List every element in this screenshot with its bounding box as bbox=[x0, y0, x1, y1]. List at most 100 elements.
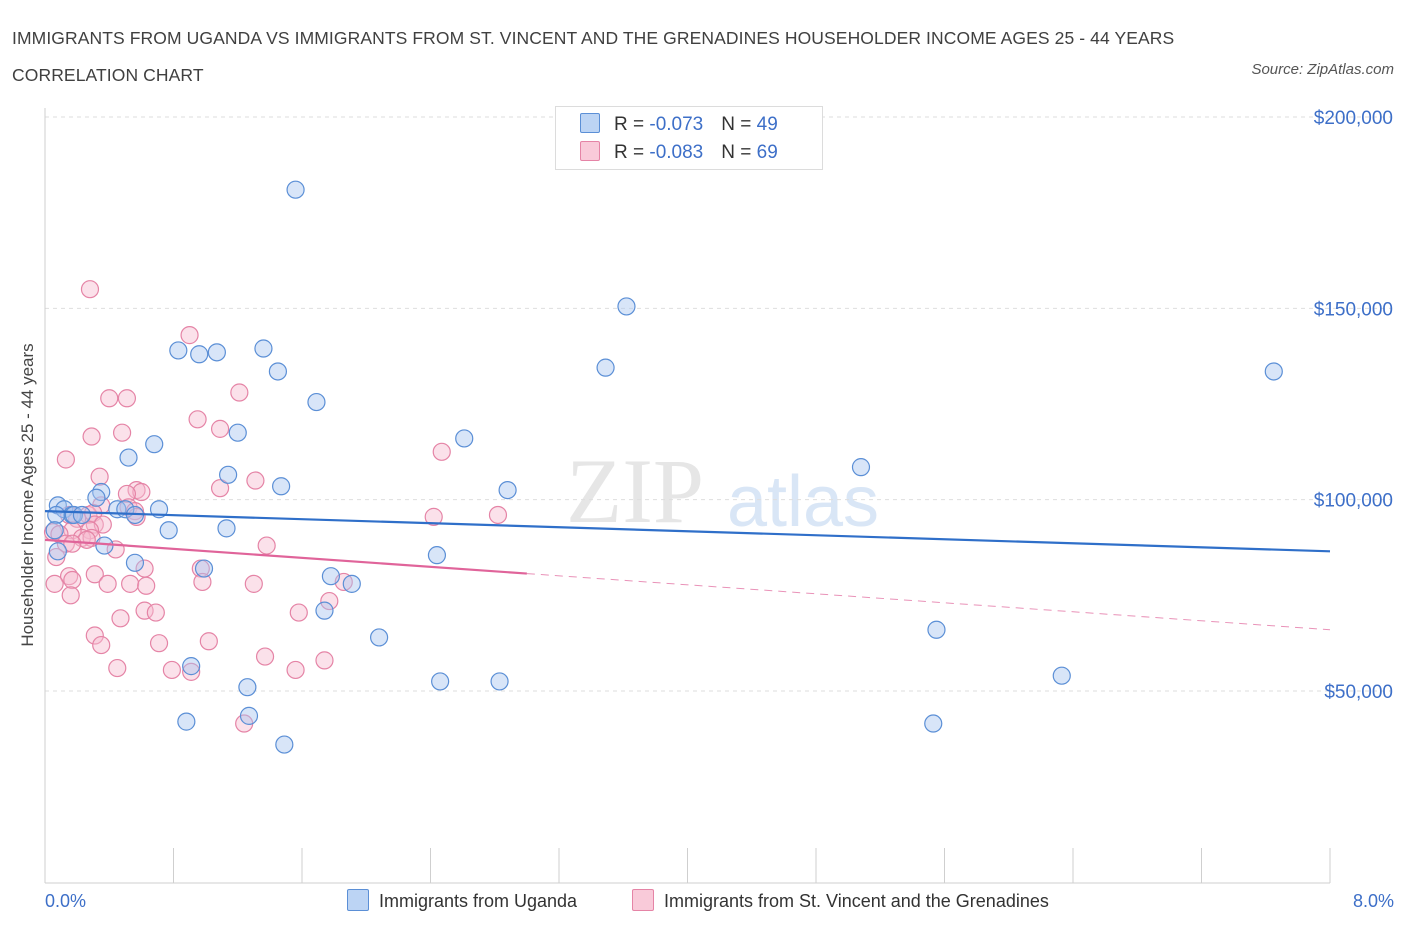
uganda-point bbox=[87, 488, 106, 507]
st-vincent-point bbox=[135, 601, 154, 620]
uganda-point bbox=[498, 481, 517, 500]
st-vincent-point bbox=[85, 626, 104, 645]
st-vincent-point bbox=[85, 565, 104, 584]
uganda-point bbox=[125, 553, 145, 572]
st-vincent-point bbox=[244, 574, 263, 593]
uganda-point bbox=[321, 567, 341, 586]
uganda-point bbox=[207, 343, 226, 362]
uganda-point bbox=[268, 362, 288, 381]
uganda-point bbox=[217, 519, 236, 538]
st-vincent-point bbox=[132, 482, 151, 502]
st-vincent-point bbox=[146, 603, 165, 622]
y-tick-label: $50,000 bbox=[1324, 682, 1393, 703]
legend-label-uganda: Immigrants from Uganda bbox=[379, 891, 578, 911]
stats-row-uganda: R = -0.073 N = 49 bbox=[580, 113, 778, 135]
uganda-point bbox=[169, 341, 188, 360]
uganda-point bbox=[119, 448, 138, 467]
st-vincent-trend-line-dashed bbox=[526, 573, 1331, 631]
st-vincent-point bbox=[320, 591, 339, 611]
uganda-point bbox=[145, 435, 164, 454]
n-label: N = bbox=[721, 142, 757, 163]
uganda-point bbox=[95, 536, 114, 555]
legend-item-st-vincent: Immigrants from St. Vincent and the Gren… bbox=[632, 889, 1049, 912]
st-vincent-point bbox=[199, 632, 218, 651]
r-label: R = bbox=[614, 114, 650, 135]
st-vincent-point bbox=[315, 651, 334, 670]
uganda-swatch bbox=[580, 113, 600, 133]
uganda-point bbox=[490, 672, 509, 691]
stats-legend: R = -0.073 N = 49 R = -0.083 N = 69 bbox=[555, 106, 823, 170]
st-vincent-point bbox=[112, 423, 132, 442]
st-vincent-point bbox=[286, 660, 305, 680]
y-tick-label: $100,000 bbox=[1314, 491, 1393, 512]
n-value-st-vincent: 69 bbox=[756, 142, 778, 163]
uganda-point bbox=[927, 620, 946, 639]
y-tick-label: $150,000 bbox=[1314, 299, 1393, 320]
st-vincent-point bbox=[180, 326, 199, 345]
y-tick-label: $200,000 bbox=[1314, 108, 1393, 129]
chart-title: IMMIGRANTS FROM UGANDA VS IMMIGRANTS FRO… bbox=[12, 28, 1175, 85]
uganda-point bbox=[427, 546, 447, 565]
uganda-legend-swatch bbox=[347, 889, 369, 911]
st-vincent-point bbox=[98, 574, 117, 593]
uganda-point bbox=[315, 601, 334, 620]
uganda-point bbox=[159, 521, 178, 540]
st-vincent-point bbox=[82, 427, 101, 446]
uganda-point bbox=[239, 706, 259, 725]
st-vincent-point bbox=[63, 570, 82, 590]
x-tick-min: 0.0% bbox=[45, 891, 87, 911]
st-vincent-point bbox=[289, 603, 308, 622]
st-vincent-trend-line bbox=[44, 538, 527, 575]
st-vincent-point bbox=[45, 574, 64, 593]
st-vincent-point bbox=[80, 280, 100, 299]
st-vincent-point bbox=[193, 572, 212, 592]
uganda-point bbox=[455, 429, 474, 448]
axes bbox=[44, 108, 1331, 884]
uganda-point bbox=[370, 628, 389, 647]
uganda-point bbox=[1052, 666, 1071, 685]
uganda-point bbox=[47, 505, 66, 525]
st-vincent-point bbox=[188, 410, 207, 429]
st-vincent-point bbox=[61, 586, 80, 605]
st-vincent-point bbox=[162, 660, 181, 680]
uganda-point bbox=[72, 505, 92, 525]
x-tick-max: 8.0% bbox=[1352, 891, 1394, 911]
st-vincent-point bbox=[108, 658, 127, 678]
uganda-point bbox=[924, 714, 943, 733]
uganda-point bbox=[617, 297, 636, 316]
uganda-point bbox=[596, 358, 615, 377]
n-value-uganda: 49 bbox=[756, 114, 778, 135]
uganda-point bbox=[45, 521, 64, 540]
n-label: N = bbox=[721, 114, 757, 135]
watermark-atlas: atlas bbox=[727, 462, 879, 542]
uganda-point bbox=[431, 672, 450, 691]
uganda-point bbox=[92, 482, 111, 502]
source-label: Source: ZipAtlas.com bbox=[1251, 61, 1394, 78]
st-vincent-point bbox=[210, 419, 230, 438]
uganda-point bbox=[851, 458, 871, 477]
legend-label-st-vincent: Immigrants from St. Vincent and the Gren… bbox=[664, 891, 1049, 911]
st-vincent-point bbox=[117, 389, 137, 408]
gridlines bbox=[45, 116, 1392, 692]
uganda-point bbox=[238, 678, 257, 697]
st-vincent-point bbox=[111, 609, 130, 628]
trend-lines bbox=[44, 510, 1331, 631]
st-vincent-point bbox=[117, 484, 137, 504]
uganda-point bbox=[190, 345, 209, 364]
r-label: R = bbox=[614, 142, 650, 163]
uganda-point bbox=[177, 712, 196, 731]
uganda-point bbox=[307, 392, 326, 412]
watermark-zip: ZIP bbox=[566, 440, 704, 542]
uganda-point bbox=[194, 559, 214, 578]
st-vincent-point bbox=[63, 534, 82, 553]
uganda-point bbox=[342, 574, 361, 593]
st-vincent-point bbox=[432, 442, 451, 461]
st-vincent-point bbox=[424, 507, 443, 526]
uganda-point bbox=[48, 542, 67, 561]
st-vincent-point bbox=[56, 450, 75, 469]
uganda-trend-line bbox=[44, 510, 1331, 553]
y-tick-labels: $50,000 $100,000 $150,000 $200,000 bbox=[1314, 108, 1393, 703]
series-uganda-points bbox=[45, 180, 1283, 754]
uganda-point bbox=[275, 735, 294, 754]
st-vincent-point bbox=[100, 389, 119, 408]
